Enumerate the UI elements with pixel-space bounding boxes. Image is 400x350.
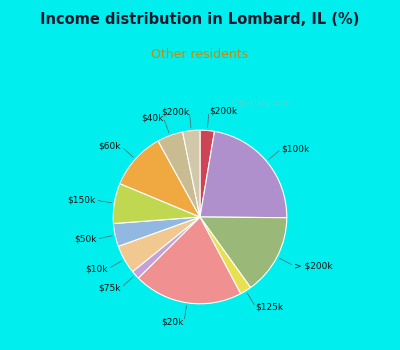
Text: Other residents: Other residents [152, 48, 248, 61]
Wedge shape [200, 130, 214, 217]
Text: $60k: $60k [99, 142, 121, 151]
Text: $100k: $100k [281, 145, 310, 154]
Wedge shape [118, 217, 200, 272]
Text: $75k: $75k [99, 283, 121, 292]
Wedge shape [114, 217, 200, 246]
Wedge shape [138, 217, 241, 304]
Wedge shape [113, 184, 200, 224]
Text: $20k: $20k [162, 317, 184, 326]
Text: City-Data.com: City-Data.com [232, 99, 292, 108]
Wedge shape [132, 217, 200, 278]
Text: $40k: $40k [141, 113, 164, 122]
Wedge shape [120, 141, 200, 217]
Text: $50k: $50k [74, 234, 96, 244]
Text: $125k: $125k [256, 302, 284, 312]
Wedge shape [200, 131, 287, 218]
Wedge shape [158, 132, 200, 217]
Text: Income distribution in Lombard, IL (%): Income distribution in Lombard, IL (%) [40, 12, 360, 27]
Text: $200k: $200k [161, 107, 189, 116]
Text: $150k: $150k [67, 196, 96, 205]
Wedge shape [183, 130, 200, 217]
Wedge shape [200, 217, 250, 294]
Text: $10k: $10k [85, 264, 108, 273]
Wedge shape [200, 217, 287, 288]
Text: $200k: $200k [209, 107, 237, 116]
Text: > $200k: > $200k [294, 261, 333, 270]
